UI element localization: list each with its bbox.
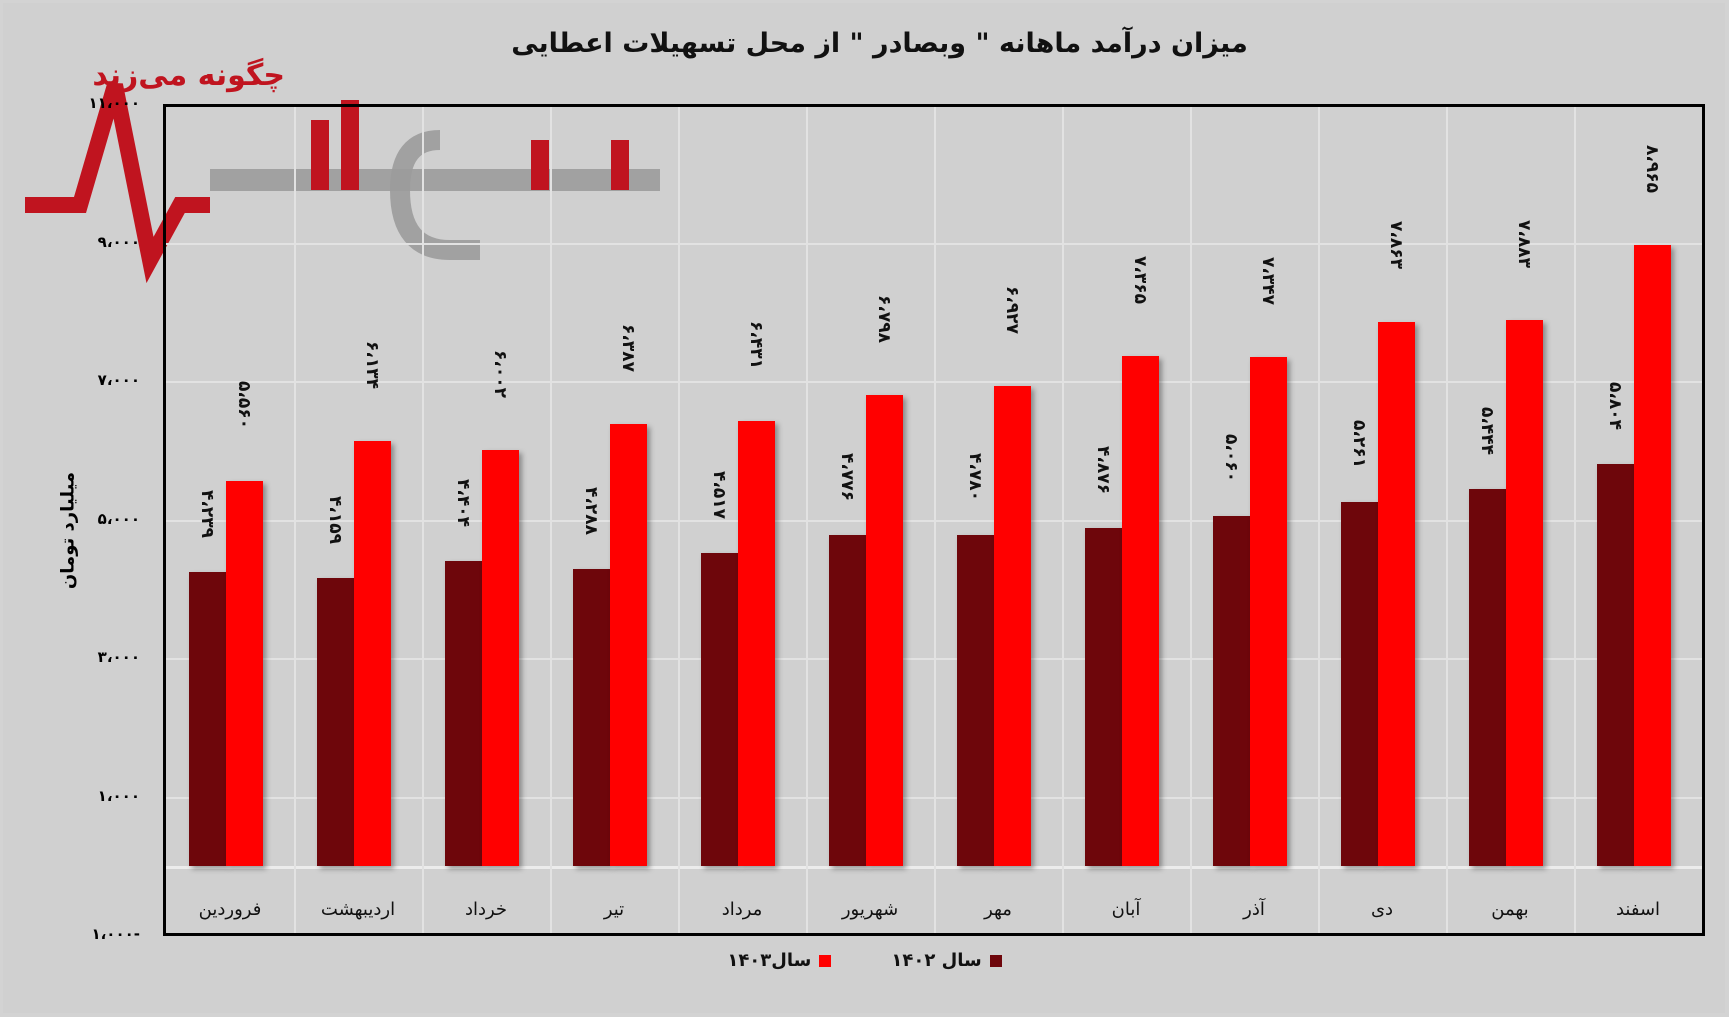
gridline-vertical bbox=[1190, 107, 1192, 933]
bar-1402 bbox=[1597, 464, 1634, 866]
bar-1402 bbox=[829, 535, 866, 866]
legend-label: سال ۱۴۰۲ bbox=[891, 950, 982, 971]
bar-value-label: ۴،۷۸۰ bbox=[965, 452, 985, 501]
bar-value-label: ۵،۲۶۱ bbox=[1349, 419, 1369, 468]
bar-1403 bbox=[1634, 245, 1671, 866]
bar-value-label: ۴،۱۵۹ bbox=[325, 495, 345, 544]
y-tick-label: ۵،۰۰۰ bbox=[97, 509, 140, 528]
x-category-label: اردیبهشت bbox=[320, 899, 396, 920]
legend-label: سال۱۴۰۳ bbox=[727, 950, 812, 971]
x-category-label: آبان bbox=[1111, 899, 1141, 920]
bar-value-label: ۷،۸۶۳ bbox=[1386, 221, 1406, 270]
y-tick-label: ۱۱،۰۰۰ bbox=[88, 94, 140, 113]
bar-1403 bbox=[1506, 320, 1543, 866]
bar-value-label: ۷،۸۸۳ bbox=[1514, 220, 1534, 269]
bar-1402 bbox=[1469, 489, 1506, 866]
x-category-label: تیر bbox=[603, 899, 625, 920]
legend-swatch-icon bbox=[989, 954, 1002, 967]
x-category-label: مرداد bbox=[721, 899, 763, 920]
gridline-vertical bbox=[934, 107, 936, 933]
y-tick-label: ۱،۰۰۰- bbox=[91, 925, 140, 944]
bar-value-label: ۶،۹۲۷ bbox=[1002, 286, 1022, 335]
x-category-label: فروردین bbox=[198, 899, 262, 920]
bar-value-label: ۴،۵۱۷ bbox=[709, 471, 729, 520]
gridline-vertical bbox=[422, 107, 424, 933]
bar-1403 bbox=[1122, 355, 1159, 866]
bar-1403 bbox=[866, 395, 903, 866]
y-tick-label: ۹،۰۰۰ bbox=[97, 232, 140, 251]
bar-1402 bbox=[1213, 515, 1250, 866]
gridline-vertical bbox=[550, 107, 552, 933]
bar-1403 bbox=[226, 480, 263, 866]
y-tick-label: ۷،۰۰۰ bbox=[97, 371, 140, 390]
gridline-vertical bbox=[678, 107, 680, 933]
bar-1402 bbox=[1341, 501, 1378, 866]
x-category-label: اسفند bbox=[1615, 899, 1661, 920]
plot-area: ۴،۲۳۹ ۵،۵۶۰ ۴،۱۵۹ ۶،۱۳۴ ۴،۴۰۴ ۶،۰۰۲ ۴،۲۸۸ ۶،۳۸۷… bbox=[163, 104, 1705, 936]
bar-1402 bbox=[1085, 528, 1122, 866]
bar-value-label: ۶،۴۳۱ bbox=[746, 320, 766, 369]
bar-1402 bbox=[445, 561, 482, 866]
x-category-label: خرداد bbox=[464, 899, 508, 920]
bar-1403 bbox=[994, 386, 1031, 866]
gridline-vertical bbox=[806, 107, 808, 933]
bar-1403 bbox=[1378, 321, 1415, 866]
bar-value-label: ۸،۹۶۵ bbox=[1642, 145, 1662, 194]
gridline-vertical bbox=[294, 107, 296, 933]
gridline-vertical bbox=[1062, 107, 1064, 933]
bar-groups: ۴،۲۳۹ ۵،۵۶۰ ۴،۱۵۹ ۶،۱۳۴ ۴،۴۰۴ ۶،۰۰۲ ۴،۲۸۸ ۶،۳۸۷… bbox=[166, 107, 1702, 866]
x-category-label: آذر bbox=[1243, 899, 1265, 920]
bar-value-label: ۴،۲۳۹ bbox=[197, 490, 217, 539]
bar-1402 bbox=[573, 569, 610, 866]
gridline-vertical bbox=[1318, 107, 1320, 933]
legend-item-1402: سال ۱۴۰۲ bbox=[891, 950, 1002, 971]
bar-value-label: ۵،۸۰۴ bbox=[1605, 382, 1625, 431]
y-tick-label: ۳،۰۰۰ bbox=[97, 648, 140, 667]
bar-1403 bbox=[482, 450, 519, 866]
x-category-label: دی bbox=[1370, 899, 1394, 920]
chart-title: میزان درآمد ماهانه " وبصادر " از محل تسه… bbox=[511, 28, 1248, 59]
bar-1402 bbox=[701, 553, 738, 866]
bar-1402 bbox=[317, 578, 354, 866]
bar-value-label: ۴،۲۸۸ bbox=[581, 487, 601, 536]
bar-value-label: ۵،۵۶۰ bbox=[234, 380, 254, 429]
bar-1402 bbox=[957, 535, 994, 866]
y-tick-label: ۱،۰۰۰ bbox=[97, 786, 140, 805]
bar-value-label: ۶،۱۳۴ bbox=[362, 341, 382, 390]
bar-1402 bbox=[189, 572, 226, 866]
bar-value-label: ۷،۳۶۵ bbox=[1130, 255, 1150, 304]
legend-swatch-icon bbox=[819, 954, 832, 967]
bar-value-label: ۴،۸۷۶ bbox=[1093, 446, 1113, 495]
bar-1403 bbox=[1250, 357, 1287, 866]
bar-value-label: ۵،۴۴۴ bbox=[1477, 407, 1497, 455]
x-category-label: شهریور bbox=[841, 899, 899, 920]
gridline-vertical bbox=[1574, 107, 1576, 933]
gridline-vertical bbox=[1446, 107, 1448, 933]
bar-1403 bbox=[738, 420, 775, 866]
legend: سال ۱۴۰۲ سال۱۴۰۳ bbox=[0, 950, 1729, 971]
legend-item-1403: سال۱۴۰۳ bbox=[727, 950, 832, 971]
x-category-label: مهر bbox=[984, 899, 1012, 920]
y-axis-label: میلیارد تومان bbox=[57, 471, 79, 590]
bar-value-label: ۴،۴۰۴ bbox=[453, 479, 473, 527]
x-category-label: بهمن bbox=[1491, 899, 1529, 920]
bar-value-label: ۷،۳۴۷ bbox=[1258, 257, 1278, 306]
bar-value-label: ۶،۷۹۸ bbox=[874, 295, 894, 344]
bar-value-label: ۴،۷۷۶ bbox=[837, 453, 857, 502]
bar-1403 bbox=[610, 423, 647, 866]
bar-1403 bbox=[354, 441, 391, 866]
bar-value-label: ۶،۳۸۷ bbox=[618, 323, 638, 372]
bar-value-label: ۵،۰۶۰ bbox=[1221, 433, 1241, 482]
bar-value-label: ۶،۰۰۲ bbox=[490, 350, 510, 399]
